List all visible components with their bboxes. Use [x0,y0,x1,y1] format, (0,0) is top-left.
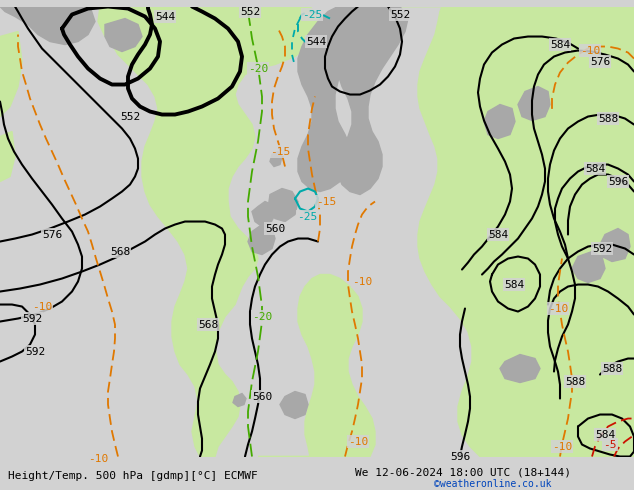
Text: -10: -10 [580,46,600,55]
Text: -10: -10 [348,437,368,446]
Polygon shape [600,228,630,262]
Polygon shape [280,392,308,418]
Polygon shape [298,6,372,192]
Text: -20: -20 [248,64,268,74]
Polygon shape [268,189,298,221]
Polygon shape [252,201,275,226]
Polygon shape [270,151,282,167]
Text: ©weatheronline.co.uk: ©weatheronline.co.uk [434,479,552,489]
Polygon shape [233,393,246,407]
Polygon shape [258,274,375,457]
Text: 552: 552 [120,112,140,122]
Polygon shape [0,31,22,117]
Polygon shape [110,6,320,457]
Text: -5: -5 [603,440,617,449]
Text: 584: 584 [550,40,570,49]
Text: -10: -10 [548,303,568,314]
Text: -25: -25 [297,212,317,221]
Text: 588: 588 [565,376,585,387]
Text: 544: 544 [306,37,326,47]
Text: 596: 596 [450,451,470,462]
Text: 576: 576 [42,229,62,240]
Text: We 12-06-2024 18:00 UTC (18+144): We 12-06-2024 18:00 UTC (18+144) [355,467,571,477]
Text: 588: 588 [598,114,618,123]
Polygon shape [370,6,634,457]
Text: -10: -10 [552,441,572,451]
Text: -15: -15 [316,196,336,206]
Text: 568: 568 [198,319,218,329]
Polygon shape [98,6,175,54]
Text: 568: 568 [110,246,130,257]
Text: -10: -10 [32,301,52,312]
Polygon shape [0,6,95,45]
Text: -10: -10 [88,454,108,464]
Text: 544: 544 [155,12,175,22]
Text: 588: 588 [602,364,622,373]
Text: 552: 552 [390,9,410,20]
Text: 576: 576 [590,56,610,67]
Polygon shape [105,19,142,51]
Text: -25: -25 [302,9,322,20]
Polygon shape [484,104,515,139]
Text: 560: 560 [265,223,285,234]
Polygon shape [518,87,550,121]
Text: 592: 592 [592,244,612,253]
Text: 592: 592 [25,346,45,357]
Polygon shape [572,251,605,283]
Polygon shape [338,6,408,195]
Text: 560: 560 [252,392,272,401]
Text: 592: 592 [22,314,42,323]
Text: 552: 552 [240,6,260,17]
Text: 596: 596 [608,176,628,187]
Polygon shape [500,355,540,383]
Text: Height/Temp. 500 hPa [gdmp][°C] ECMWF: Height/Temp. 500 hPa [gdmp][°C] ECMWF [8,471,257,481]
Text: 584: 584 [504,279,524,290]
Text: -15: -15 [270,147,290,156]
Polygon shape [248,224,275,254]
Text: 584: 584 [595,430,615,440]
Polygon shape [0,131,15,181]
Text: 584: 584 [488,229,508,240]
Text: -10: -10 [352,276,372,287]
Text: 584: 584 [585,164,605,173]
Text: -20: -20 [252,312,272,321]
